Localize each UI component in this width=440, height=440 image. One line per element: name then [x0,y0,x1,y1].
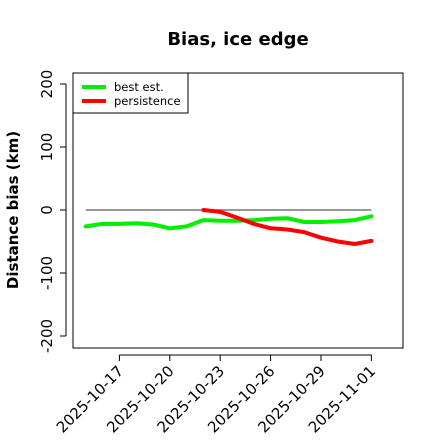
series-line [201,208,374,246]
y-tick-label: -200 [38,319,56,353]
y-tick-label: -100 [38,256,56,290]
chart-title: Bias, ice edge [167,29,308,50]
series-layer [83,208,374,246]
y-tick-label: 100 [38,133,56,162]
series-best-est- [83,214,374,231]
y-axis: -200 -100 0 100 200 [38,70,67,353]
y-tick-label: 200 [38,70,56,99]
legend: best est.persistence [72,72,189,114]
plot-frame [72,72,404,349]
series-line [83,214,374,231]
y-tick-label: 0 [38,205,56,215]
legend-label: persistence [114,94,181,108]
x-axis: 2025-10-172025-10-202025-10-232025-10-26… [53,354,379,436]
legend-box [72,72,189,114]
y-axis-label: Distance bias (km) [4,131,22,289]
legend-label: best est. [114,80,164,94]
series-persistence [201,208,374,246]
